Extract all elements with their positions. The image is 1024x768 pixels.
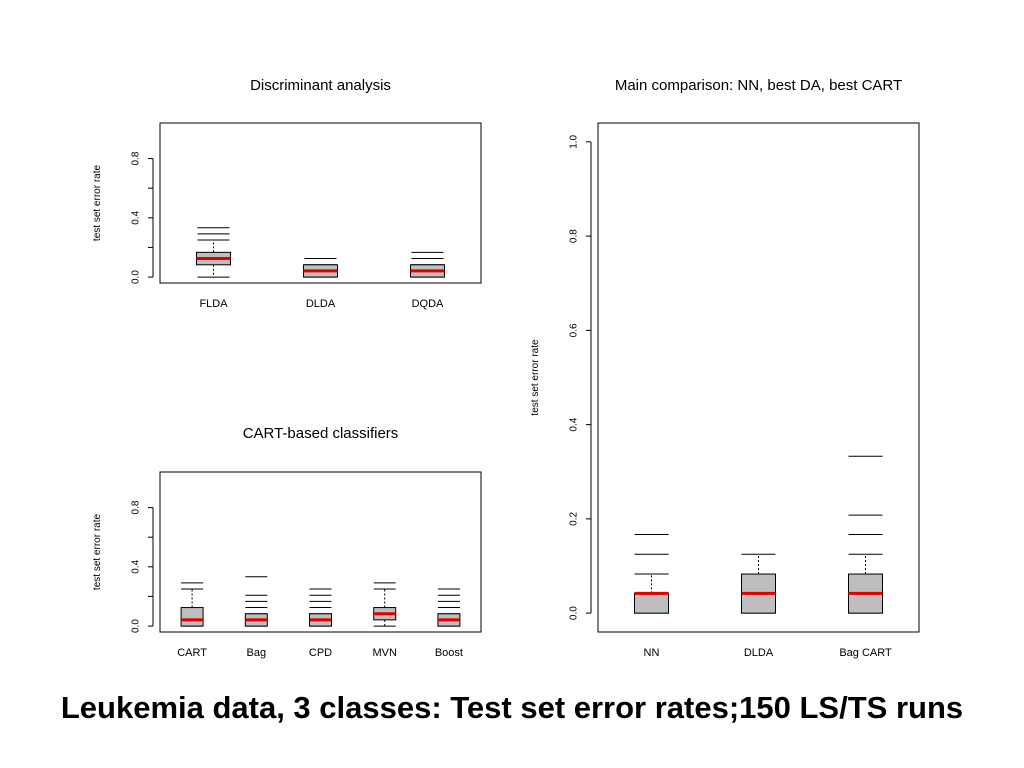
panel-title: Discriminant analysis xyxy=(250,77,391,94)
plot-frame xyxy=(159,122,482,284)
y-tick-label: 0.6 xyxy=(569,323,580,337)
y-tick-label: 0.4 xyxy=(569,417,580,431)
y-tick-label: 0.0 xyxy=(131,270,142,284)
y-axis-label: test set error rate xyxy=(530,339,541,416)
y-tick-label: 1.0 xyxy=(569,134,580,148)
panel-cart: CART-based classifiers 0.0 0.4 0.8 test set … xyxy=(92,425,482,659)
x-category-label: NN xyxy=(644,647,660,659)
y-tick-label: 0.8 xyxy=(131,500,142,514)
y-tick-label: 0.0 xyxy=(569,606,580,620)
box-boost: Boost xyxy=(435,588,463,659)
y-tick-label: 0.4 xyxy=(131,559,142,573)
box-bag-cart: Bag CART xyxy=(839,455,892,659)
panel-title: Main comparison: NN, best DA, best CART xyxy=(615,77,902,94)
x-category-label: DLDA xyxy=(744,647,774,659)
slide-caption: Leukemia data, 3 classes: Test set error… xyxy=(60,690,964,725)
box-dqda: DQDA xyxy=(410,251,445,310)
box-cpd: CPD xyxy=(309,588,332,659)
box-iqr xyxy=(634,592,669,614)
box-nn: NN xyxy=(634,533,669,659)
x-category-label: DLDA xyxy=(306,298,336,310)
panel-title: CART-based classifiers xyxy=(243,425,399,442)
box-dlda: DLDA xyxy=(741,553,776,659)
plot-frame xyxy=(597,122,920,633)
x-category-label: Bag xyxy=(247,647,267,659)
x-category-label: DQDA xyxy=(412,298,444,310)
box-cart: CART xyxy=(177,582,207,659)
y-axis-label: test set error rate xyxy=(92,164,103,241)
x-category-label: MVN xyxy=(372,647,397,659)
box-mvn: MVN xyxy=(372,582,397,659)
y-tick-label: 0.2 xyxy=(569,512,580,526)
box-iqr xyxy=(180,607,204,627)
box-dlda: DLDA xyxy=(303,258,338,310)
x-category-label: FLDA xyxy=(199,298,228,310)
panel-da: Discriminant analysis 0.0 0.4 0.8 test set e… xyxy=(92,77,482,310)
y-tick-label: 0.0 xyxy=(131,619,142,633)
y-tick-label: 0.8 xyxy=(569,229,580,243)
x-category-label: CART xyxy=(177,647,207,659)
x-category-label: CPD xyxy=(309,647,332,659)
x-category-label: Bag CART xyxy=(839,647,892,659)
y-tick-label: 0.4 xyxy=(131,210,142,224)
box-bag: Bag xyxy=(244,576,268,659)
plot-frame xyxy=(159,471,482,633)
x-category-label: Boost xyxy=(435,647,463,659)
panel-main: Main comparison: NN, best DA, best CART 0… xyxy=(530,77,920,659)
box-flda: FLDA xyxy=(196,227,231,310)
y-axis-label: test set error rate xyxy=(92,513,103,590)
y-tick-label: 0.8 xyxy=(131,151,142,165)
